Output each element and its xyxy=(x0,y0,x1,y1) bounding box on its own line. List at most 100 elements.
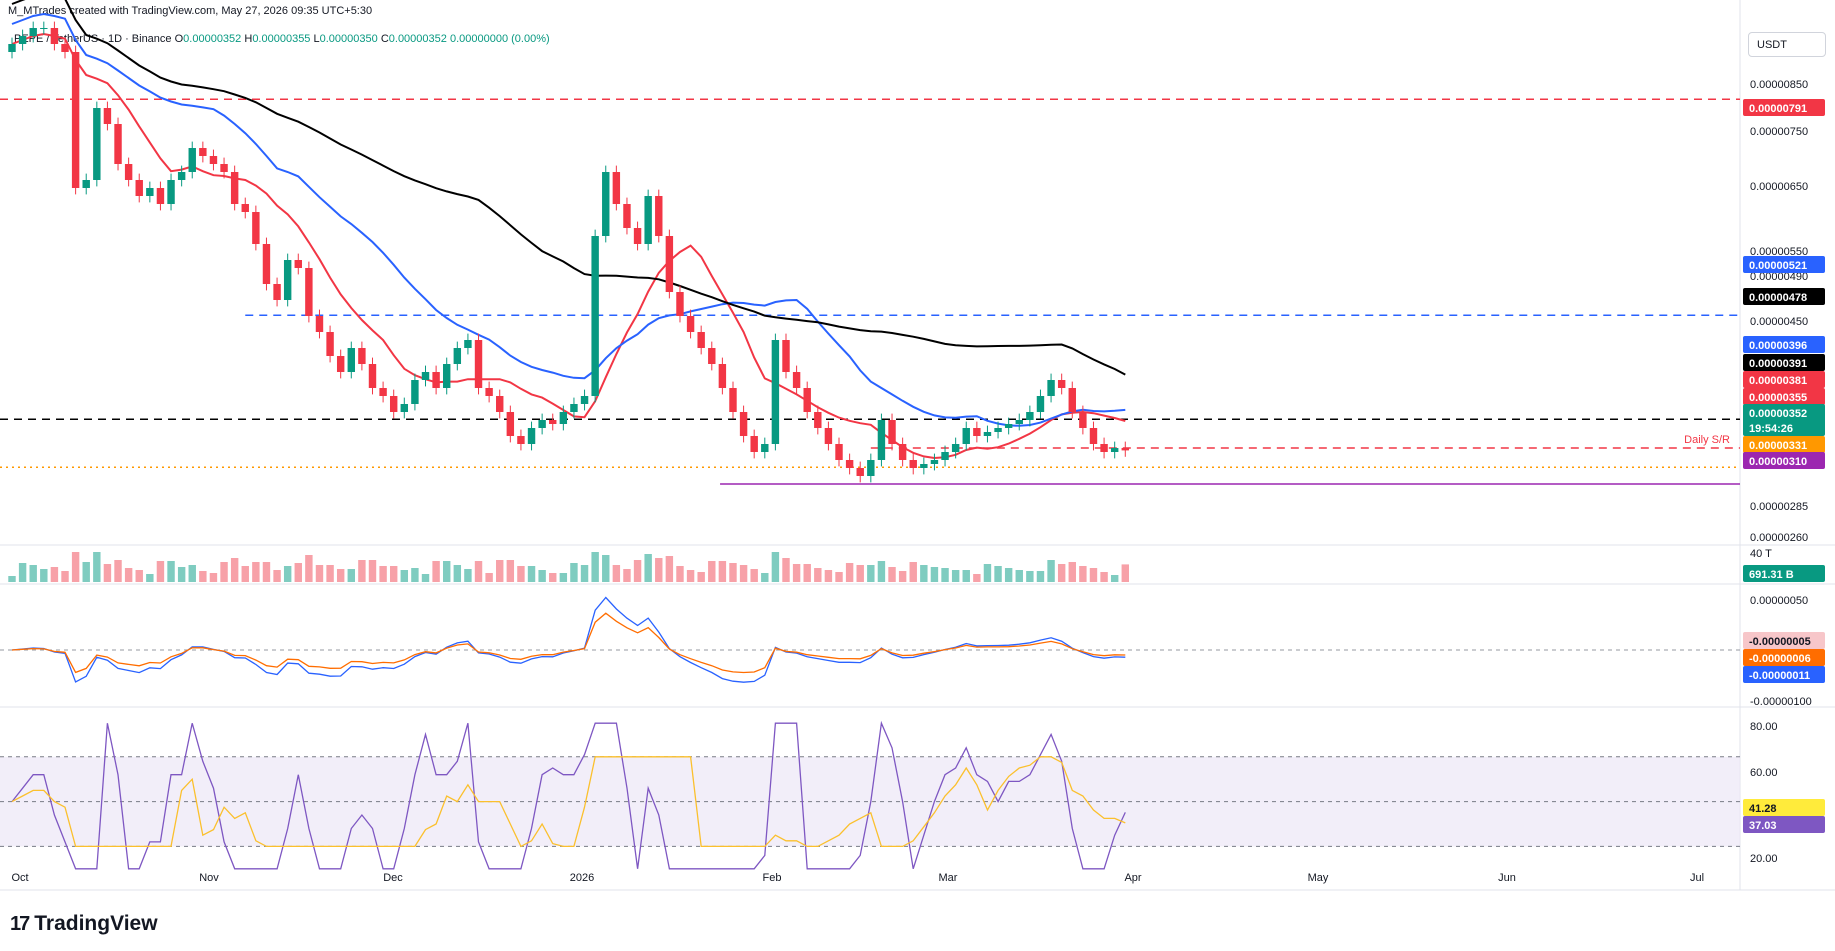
volume-bar xyxy=(358,560,366,582)
candle-body xyxy=(824,428,833,444)
volume-bar xyxy=(877,561,886,582)
volume-bar xyxy=(400,570,409,582)
low-value: 0.00000350 xyxy=(319,33,378,45)
volume-bar xyxy=(920,565,928,582)
volume-bar xyxy=(1110,575,1119,582)
candle-body xyxy=(1015,420,1023,424)
volume-bar xyxy=(379,566,387,582)
rsi-ma-line xyxy=(11,756,1126,848)
volume-bar xyxy=(994,566,1002,582)
candle-body xyxy=(739,412,748,436)
volume-bar xyxy=(951,570,960,582)
candle-body xyxy=(61,44,69,52)
candle-body xyxy=(517,436,525,444)
candle-body xyxy=(803,388,811,412)
candle-body xyxy=(1121,448,1129,451)
candle-body xyxy=(262,244,271,284)
daily-sr-label: Daily S/R xyxy=(1684,434,1730,446)
candle-body xyxy=(771,340,780,444)
candle-body xyxy=(973,428,981,436)
volume-bar xyxy=(485,573,493,582)
rsi-band xyxy=(0,756,1740,847)
volume-bar xyxy=(1089,568,1098,582)
chart-attribution: M_MTrades created with TradingView.com, … xyxy=(8,5,373,17)
volume-bar xyxy=(506,560,515,582)
rsi-tick-label: 20.00 xyxy=(1750,853,1778,865)
price-badge-7-countdown: 19:54:26 xyxy=(1749,423,1793,435)
volume-bar xyxy=(156,561,165,582)
candle-body xyxy=(686,316,695,332)
volume-bar xyxy=(71,552,80,582)
candle-body xyxy=(18,36,27,44)
candle-body xyxy=(474,340,483,388)
volume-bar xyxy=(1026,571,1034,582)
candle-body xyxy=(888,420,896,444)
volume-bar xyxy=(941,568,949,582)
price-tick-label: 0.00000450 xyxy=(1750,316,1808,328)
volume-bar xyxy=(697,572,705,582)
volume-bar xyxy=(771,552,780,582)
candle-body xyxy=(782,340,790,372)
volume-bar xyxy=(527,566,536,582)
volume-bar xyxy=(898,571,907,582)
volume-bar xyxy=(82,562,90,582)
volume-bar xyxy=(135,570,143,582)
candle-body xyxy=(1089,428,1098,444)
candle-body xyxy=(633,228,642,244)
candle-body xyxy=(750,436,758,452)
candle-body xyxy=(347,348,355,372)
candle-body xyxy=(1036,396,1045,412)
time-tick-label: Jun xyxy=(1498,872,1516,884)
time-tick-label: 2026 xyxy=(570,872,594,884)
price-tick-label: 0.00000750 xyxy=(1750,126,1808,138)
currency-unit-button[interactable]: USDT xyxy=(1748,32,1826,57)
volume-bar xyxy=(294,563,302,582)
price-badge-8: 0.00000331 xyxy=(1749,440,1807,452)
volume-bar xyxy=(856,565,864,582)
candle-body xyxy=(1110,448,1119,452)
volume-bar xyxy=(729,563,737,582)
price-badge-5: 0.00000381 xyxy=(1749,375,1807,387)
volume-bar xyxy=(538,570,546,582)
volume-bar xyxy=(209,573,218,582)
volume-bar xyxy=(782,558,790,582)
volume-bar xyxy=(792,564,801,582)
volume-bar xyxy=(676,566,684,582)
volume-bar xyxy=(220,562,228,582)
candle-body xyxy=(485,388,493,396)
candle-body xyxy=(389,396,398,412)
volume-bar xyxy=(124,568,133,582)
candle-body xyxy=(8,44,16,52)
price-badge-7-bg xyxy=(1743,404,1825,436)
volume-bar xyxy=(326,565,334,582)
volume-bar xyxy=(305,555,313,582)
volume-bar xyxy=(432,561,440,582)
volume-tick-label: 40 T xyxy=(1750,548,1772,560)
volume-bar xyxy=(750,569,758,582)
candle-body xyxy=(241,204,249,212)
volume-bar xyxy=(1004,568,1013,582)
price-badge-1-bg xyxy=(1743,256,1825,273)
time-tick-label: Jul xyxy=(1690,872,1704,884)
rsi-line xyxy=(11,720,1126,870)
volume-bar xyxy=(612,565,621,582)
candle-body xyxy=(326,332,334,356)
macd-tick-label: -0.00000100 xyxy=(1750,696,1812,708)
candle-body xyxy=(676,292,684,316)
volume-bar xyxy=(973,574,981,582)
volume-bar xyxy=(315,565,324,582)
candle-body xyxy=(1100,444,1108,452)
candle-body xyxy=(930,460,939,464)
macd-badge-2: -0.00000011 xyxy=(1749,670,1810,682)
volume-bar xyxy=(623,569,631,582)
volume-bar xyxy=(103,564,112,582)
volume-bar xyxy=(29,565,37,582)
volume-bar xyxy=(1068,562,1076,582)
candle-body xyxy=(40,28,48,29)
volume-bar xyxy=(633,560,642,582)
volume-badge-bg xyxy=(1743,565,1825,582)
price-tick-label: 0.00000850 xyxy=(1750,79,1808,91)
candle-body xyxy=(856,468,864,476)
candle-body xyxy=(962,428,970,444)
